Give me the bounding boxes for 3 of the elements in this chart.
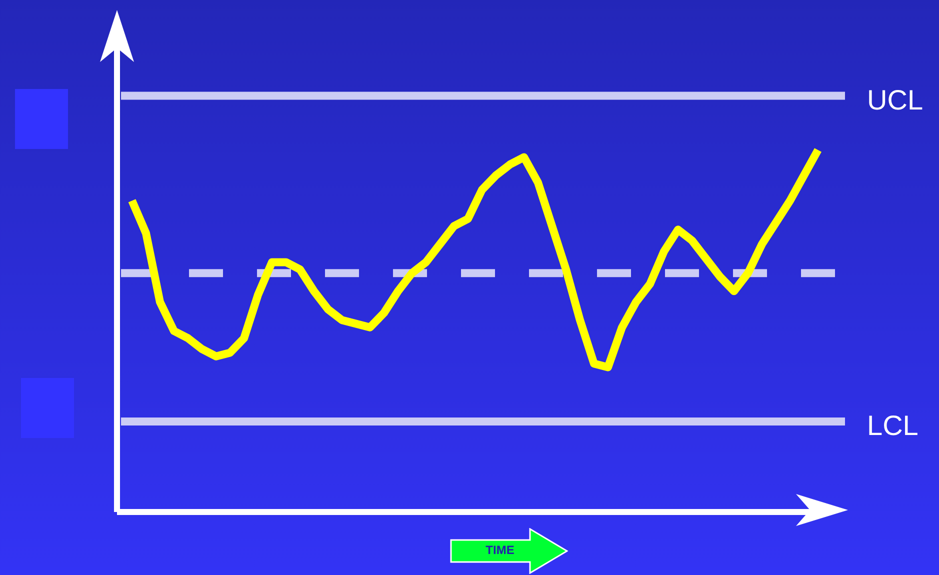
ref-line-label: UCL — [867, 84, 924, 116]
x-axis-title: TIME — [484, 543, 516, 557]
ref-line-label: LCL — [867, 410, 918, 442]
